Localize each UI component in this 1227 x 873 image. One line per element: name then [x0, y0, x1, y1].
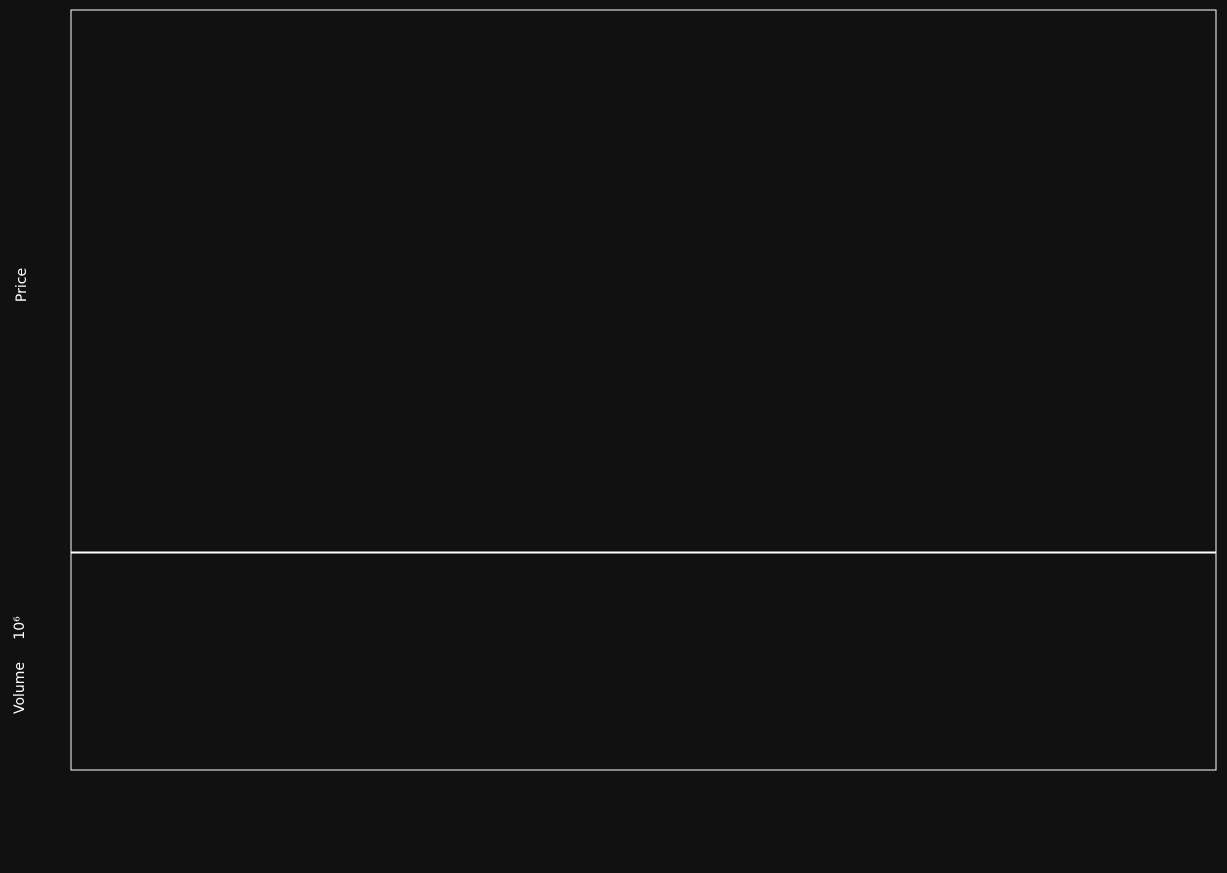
volume-scale-label: 10⁶ — [12, 616, 28, 640]
volume-frame — [70, 552, 1217, 771]
y-axis-label: Price — [14, 268, 30, 302]
price-frame — [70, 9, 1217, 553]
volume-axis-label: Volume — [12, 662, 28, 714]
